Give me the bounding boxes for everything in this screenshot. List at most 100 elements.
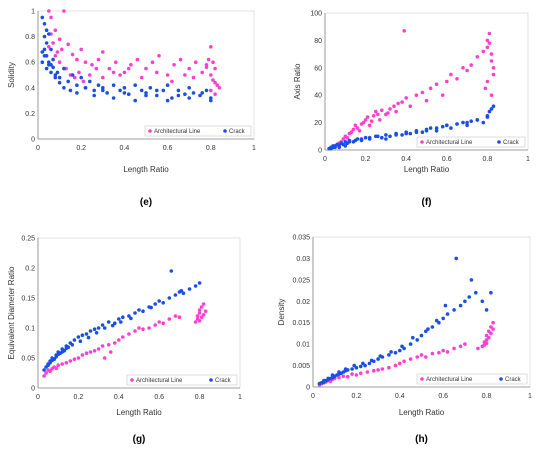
data-point <box>487 41 492 45</box>
legend-marker-architectural-line <box>148 129 152 133</box>
data-point <box>354 373 359 377</box>
data-point <box>200 70 204 75</box>
legend-marker-crack <box>497 140 501 144</box>
data-point <box>204 63 209 67</box>
y-tick-label: 80 <box>314 38 322 45</box>
data-point <box>388 107 392 111</box>
data-point <box>68 359 73 363</box>
data-point <box>96 57 101 62</box>
data-point <box>77 70 81 75</box>
data-point <box>42 374 46 378</box>
x-tick-label: 0.8 <box>206 145 216 152</box>
data-point <box>44 371 48 375</box>
chart-panel: 0 0.2 0.4 0.6 0.8 1 0 20 40 60 80 100 Length Ratio Ax… <box>293 11 530 209</box>
data-point <box>350 367 354 371</box>
data-point <box>434 318 439 323</box>
series-crack <box>40 15 213 103</box>
data-point <box>183 92 187 96</box>
data-point <box>108 350 113 354</box>
data-point <box>341 137 346 141</box>
y-tick-label: 0.8 <box>25 34 35 41</box>
legend-label-crack: Crack <box>503 140 520 146</box>
data-point <box>46 363 50 368</box>
y-axis-title: Density <box>277 299 286 326</box>
x-tick-label: 0.2 <box>361 156 371 163</box>
data-point <box>107 66 112 71</box>
legend-label-crack: Crack <box>215 378 232 384</box>
data-point <box>424 329 428 334</box>
legend-box <box>416 373 528 385</box>
data-point <box>51 41 55 45</box>
data-point <box>121 335 125 339</box>
data-point <box>118 88 122 93</box>
data-point <box>458 303 463 308</box>
data-point <box>351 127 356 132</box>
data-point <box>47 60 51 64</box>
data-point <box>400 100 404 104</box>
data-point <box>187 96 191 100</box>
data-point <box>102 356 107 360</box>
legend-label-architectural-line: Architectural Line <box>426 140 473 146</box>
data-point <box>72 75 77 80</box>
data-point <box>126 66 131 71</box>
data-point <box>398 348 402 353</box>
data-point <box>133 83 137 87</box>
data-point <box>197 308 202 312</box>
data-point <box>489 290 493 295</box>
data-point <box>42 22 47 26</box>
series-crack <box>327 104 496 151</box>
data-point <box>117 338 121 342</box>
data-point <box>70 52 75 57</box>
data-point <box>111 70 116 75</box>
data-point <box>40 50 45 54</box>
data-point <box>187 287 192 291</box>
plot-area <box>37 237 241 389</box>
data-point <box>100 323 105 327</box>
data-point <box>380 135 384 140</box>
data-point <box>176 93 181 98</box>
data-point <box>426 327 430 331</box>
x-tick-label: 0.4 <box>395 393 405 400</box>
data-point <box>79 75 83 80</box>
data-point <box>66 79 70 84</box>
x-tick-label: 0 <box>323 156 327 163</box>
data-point <box>147 326 151 330</box>
data-point <box>133 98 137 103</box>
data-point <box>419 353 424 357</box>
data-point <box>161 88 166 93</box>
data-point <box>363 118 368 122</box>
data-point <box>139 75 144 80</box>
data-point <box>88 329 93 333</box>
data-point <box>78 339 83 344</box>
panel-label: (e) <box>140 197 152 208</box>
data-point <box>445 79 449 84</box>
data-point <box>484 338 489 342</box>
data-point <box>380 108 384 113</box>
data-point <box>491 72 496 77</box>
data-point <box>434 129 439 133</box>
y-tick-label: 0.2 <box>25 266 35 273</box>
y-tick-label: 20 <box>314 120 322 127</box>
panel-label: (f) <box>422 197 432 208</box>
data-point <box>126 92 131 96</box>
data-point <box>153 302 157 306</box>
data-point <box>157 299 161 303</box>
x-tick-label: 0.2 <box>74 394 84 401</box>
data-point <box>81 79 86 84</box>
data-point <box>117 317 121 321</box>
data-point <box>50 358 54 363</box>
y-axis-title: Solidity <box>7 62 16 88</box>
y-tick-label: 100 <box>310 11 322 18</box>
data-point <box>144 91 148 95</box>
plot-area <box>312 236 531 388</box>
data-point <box>44 28 49 32</box>
series-architectural-line <box>333 29 496 148</box>
data-point <box>121 315 125 320</box>
data-point <box>371 114 376 118</box>
y-axis-title: Axis Ratio <box>293 63 302 100</box>
data-point <box>489 52 494 56</box>
data-point <box>195 317 200 321</box>
y-tick-label: 0.4 <box>25 85 35 92</box>
data-point <box>467 295 472 299</box>
y-tick-label: 0.2 <box>25 111 35 118</box>
